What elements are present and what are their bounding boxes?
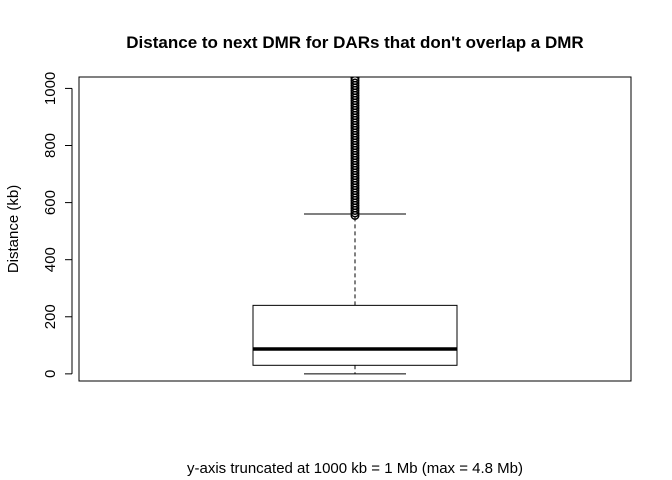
outlier-point <box>350 78 360 88</box>
y-axis-label: Distance (kb) <box>5 185 22 273</box>
outlier-point <box>350 77 360 83</box>
iqr-box <box>252 304 458 366</box>
y-tick-label: 600 <box>42 190 59 215</box>
outlier-point <box>350 77 360 85</box>
y-axis-ticks: 0 200 400 600 800 1000 <box>42 72 72 378</box>
y-tick-label: 800 <box>42 133 59 158</box>
y-tick-label: 400 <box>42 247 59 272</box>
chart-title: Distance to next DMR for DARs that don't… <box>126 33 583 52</box>
y-tick-label: 0 <box>42 370 59 378</box>
y-tick-label: 1000 <box>42 72 59 105</box>
y-tick-label: 200 <box>42 304 59 329</box>
boxplot-group <box>252 77 458 375</box>
outlier-points <box>350 77 360 220</box>
x-axis-label: y-axis truncated at 1000 kb = 1 Mb (max … <box>187 460 523 477</box>
